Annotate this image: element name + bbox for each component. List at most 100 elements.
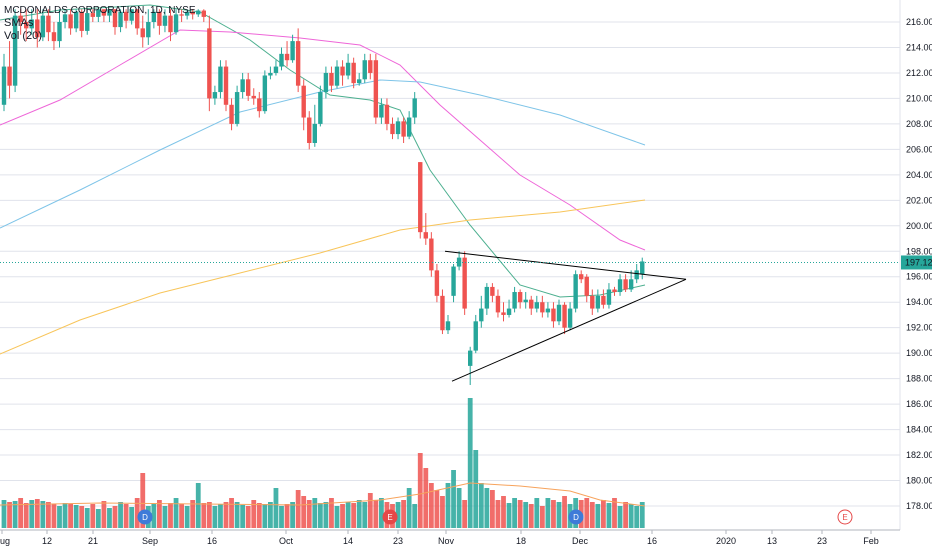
volume-bar	[412, 504, 417, 528]
price-tick-label: 182.00	[906, 450, 932, 460]
volume-bar	[96, 509, 101, 528]
volume-bar	[407, 488, 412, 528]
symbol-title[interactable]: MCDONALDS CORPORATION, 1D, NYSE	[4, 4, 196, 17]
price-tick-label: 194.00	[906, 297, 932, 307]
candle-body	[474, 321, 478, 350]
candle-body	[235, 92, 239, 124]
volume-bar	[312, 498, 317, 528]
volume-legend-label[interactable]: Vol (20)	[4, 30, 196, 43]
volume-bar	[418, 453, 423, 528]
candle-body	[313, 124, 317, 143]
volume-bar	[174, 498, 179, 528]
candle-body	[335, 67, 339, 86]
time-tick-label: 18	[516, 536, 526, 546]
candle-body	[596, 296, 600, 309]
candle-body	[401, 121, 405, 136]
candle-body	[546, 309, 550, 313]
candle-body	[540, 302, 544, 312]
candle-body	[346, 63, 350, 76]
volume-bar	[346, 502, 351, 528]
candle-body	[7, 67, 11, 86]
time-tick-label: Aug	[0, 536, 10, 546]
event-markers: DEDE	[138, 510, 852, 524]
time-tick-label: Nov	[438, 536, 455, 546]
triangle-upper-line[interactable]	[445, 251, 686, 279]
candle-body	[629, 279, 633, 289]
candle-body	[424, 232, 428, 238]
volume-bar	[224, 502, 229, 528]
volume-bar	[479, 483, 484, 528]
candle-body	[490, 287, 494, 296]
candlesticks	[2, 9, 645, 385]
volume-bar	[546, 498, 551, 528]
candle-body	[318, 92, 322, 124]
candle-body	[518, 292, 522, 302]
candle-body	[451, 267, 455, 296]
price-tick-label: 188.00	[906, 374, 932, 384]
volume-bar	[373, 500, 378, 528]
volume-bar	[24, 503, 29, 528]
volume-bar	[262, 504, 267, 528]
volume-bar	[368, 493, 373, 528]
candle-body	[468, 351, 472, 366]
time-tick-label: 2020	[716, 536, 736, 546]
event-marker-label: E	[387, 513, 392, 522]
event-marker-label: D	[142, 513, 148, 522]
candle-body	[396, 121, 400, 134]
volume-bar	[351, 503, 356, 528]
volume-bar	[68, 504, 73, 528]
candle-body	[601, 296, 605, 305]
time-axis[interactable]: Aug 12 21 Sep 16 Oct 14 23 Nov 18 Dec 16 2020 13 23 Feb	[0, 530, 900, 546]
time-tick-label: Feb	[863, 536, 879, 546]
volume-bar	[290, 502, 295, 528]
price-tick-label: 212.00	[906, 68, 932, 78]
candle-body	[240, 79, 244, 92]
candle-body	[501, 312, 505, 315]
volume-bar	[235, 502, 240, 528]
candle-body	[2, 67, 6, 105]
candle-body	[229, 105, 233, 124]
volume-bar	[201, 503, 206, 528]
volume-bar	[85, 508, 90, 528]
volume-bar	[607, 503, 612, 528]
candle-body	[307, 118, 311, 143]
time-tick-label: 12	[42, 536, 52, 546]
volume-bar	[257, 503, 262, 528]
candle-body	[385, 105, 389, 124]
candle-body	[524, 300, 528, 303]
volume-bar	[446, 483, 451, 528]
volume-bar	[595, 504, 600, 528]
volume-bar	[457, 488, 462, 528]
volume-bar	[163, 506, 168, 528]
time-tick-label: 14	[343, 536, 353, 546]
price-tick-label: 192.00	[906, 323, 932, 333]
volume-bar	[35, 499, 40, 528]
candle-body	[202, 11, 206, 17]
volume-bar	[462, 500, 467, 528]
candle-body	[568, 309, 572, 328]
candle-body	[213, 92, 217, 98]
volume-bar	[296, 490, 301, 528]
candle-body	[379, 105, 383, 118]
volume-bar	[129, 507, 134, 528]
sma-legend-label[interactable]: SMAs	[4, 17, 196, 30]
time-tick-label: 21	[88, 536, 98, 546]
candle-body	[268, 73, 272, 76]
volume-bar	[512, 498, 517, 528]
candle-body	[329, 73, 333, 86]
candle-body	[623, 279, 627, 289]
candle-body	[274, 67, 278, 73]
volume-bar	[529, 504, 534, 528]
event-marker-label: D	[573, 513, 579, 522]
volume-bar	[124, 504, 129, 528]
time-tick-label: 16	[647, 536, 657, 546]
volume-bar	[79, 506, 84, 528]
volume-bar	[118, 502, 123, 528]
volume-bar	[107, 508, 112, 528]
volume-bar	[279, 506, 284, 528]
candle-body	[368, 60, 372, 73]
candle-body	[413, 98, 417, 117]
candle-body	[407, 118, 411, 137]
candle-body	[435, 270, 439, 295]
